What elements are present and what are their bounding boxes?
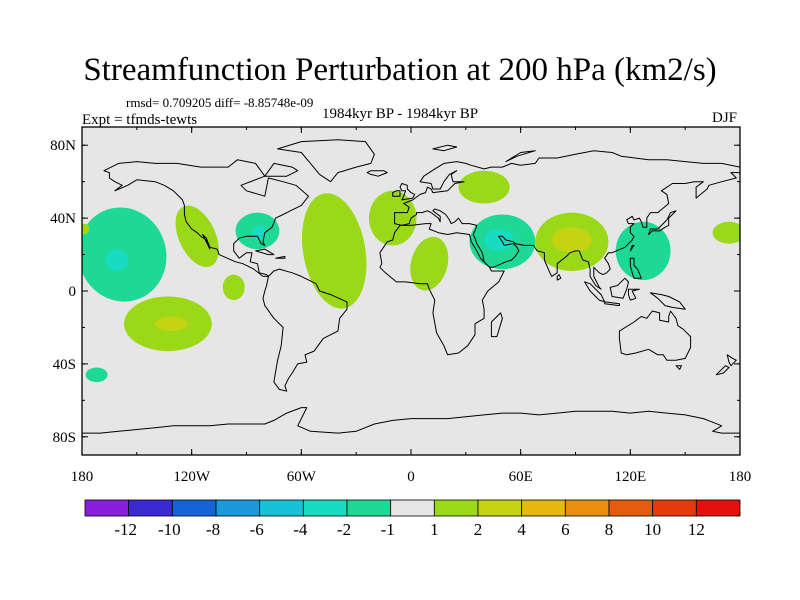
colorbar-swatch bbox=[521, 499, 566, 517]
coast-new-zealand-south bbox=[715, 365, 730, 376]
colorbar-label: -12 bbox=[114, 520, 137, 539]
anomaly-middle-east-core bbox=[484, 229, 514, 251]
lon-tick-label: 180 bbox=[729, 469, 752, 485]
colorbar-swatch bbox=[433, 499, 479, 517]
colorbar-label: 8 bbox=[605, 520, 614, 539]
anomaly-russia-positive bbox=[458, 170, 510, 204]
colorbar-label: 10 bbox=[644, 520, 661, 539]
lat-tick-label: 80N bbox=[50, 138, 76, 154]
lon-tick-label: 180 bbox=[71, 469, 94, 485]
colorbar-swatch bbox=[652, 499, 697, 517]
lon-tick-label: 120E bbox=[614, 469, 646, 485]
colorbar-swatch bbox=[215, 499, 261, 517]
colorbar-swatch bbox=[84, 499, 130, 517]
colorbar-swatch bbox=[608, 499, 654, 517]
lon-tick-label: 120W bbox=[173, 469, 211, 485]
coast-borneo bbox=[609, 277, 629, 299]
coast-africa bbox=[379, 223, 505, 356]
coast-iceland bbox=[366, 170, 388, 177]
subtitle: 1984kyr BP - 1984kyr BP bbox=[322, 106, 479, 122]
colorbar-label: 6 bbox=[561, 520, 570, 539]
coast-sulawesi bbox=[628, 288, 640, 301]
coast-south-america bbox=[262, 268, 348, 392]
coast-tasmania bbox=[675, 365, 682, 370]
lat-tick-label: 0 bbox=[69, 284, 77, 300]
coast-cuba bbox=[255, 248, 275, 256]
lon-tick-label: 0 bbox=[407, 469, 415, 485]
colorbar-swatch bbox=[695, 499, 741, 517]
coast-svalbard bbox=[432, 144, 458, 152]
colorbar-label: -6 bbox=[250, 520, 264, 539]
coast-greenland bbox=[277, 139, 375, 183]
colorbar-label: 2 bbox=[474, 520, 483, 539]
map-background bbox=[82, 127, 740, 455]
coastline-layer bbox=[82, 139, 740, 434]
colorbar-swatch bbox=[128, 499, 173, 517]
colorbar-label: -4 bbox=[293, 520, 308, 539]
anomaly-southern-ocean-negative bbox=[85, 367, 108, 383]
anomaly-mexico-positive bbox=[222, 274, 245, 301]
map-plot: 80N 40N 0 40S 80S 180 120W 60W 0 60E 120E 180 bbox=[50, 126, 751, 485]
anomaly-east-asia-negative bbox=[615, 221, 671, 281]
anomaly-west-edge-positive bbox=[82, 223, 90, 235]
colorbar: -12 -10 -8 -6 -4 -2 -1 1 2 4 6 8 10 12 bbox=[84, 499, 741, 539]
coast-baffin-island bbox=[264, 162, 299, 177]
season-label: DJF bbox=[712, 110, 738, 126]
coast-new-zealand-north bbox=[726, 354, 737, 367]
coast-hispaniola bbox=[275, 255, 286, 259]
page-title: Streamfunction Perturbation at 200 hPa (… bbox=[83, 52, 717, 88]
colorbar-label: -2 bbox=[337, 520, 351, 539]
lat-tick-label: 40S bbox=[53, 357, 76, 373]
anomaly-dateline-positive bbox=[712, 221, 740, 244]
colorbar-swatch bbox=[259, 499, 304, 517]
coast-sri-lanka bbox=[556, 274, 562, 281]
coast-australia bbox=[618, 310, 692, 361]
stats-text: rmsd= 0.709205 diff= -8.85748e-09 bbox=[126, 95, 314, 110]
coast-philippines bbox=[629, 257, 642, 279]
lat-tick-label: 40N bbox=[50, 211, 76, 227]
coast-antarctica-coast bbox=[82, 407, 740, 434]
lon-tick-label: 60W bbox=[287, 469, 317, 485]
coast-novaya-zemlya bbox=[505, 150, 536, 163]
coast-ireland bbox=[392, 190, 401, 197]
coast-eurasia bbox=[394, 150, 740, 290]
colorbar-label: 1 bbox=[430, 520, 439, 539]
colorbar-swatch bbox=[171, 499, 217, 517]
coast-japan bbox=[648, 210, 677, 235]
anomaly-mid-atlantic-positive bbox=[302, 193, 367, 309]
colorbar-swatch bbox=[477, 499, 523, 517]
coast-north-america bbox=[103, 159, 310, 277]
axis-ticks: 80N 40N 0 40S 80S 180 120W 60W 0 60E 120E 180 bbox=[50, 127, 751, 485]
colorbar-swatch bbox=[390, 499, 435, 517]
colorbar-label: -10 bbox=[158, 520, 181, 539]
anomaly-north-pacific-core bbox=[105, 249, 128, 271]
experiment-label: Expt = tfmds-tewts bbox=[82, 112, 198, 128]
colorbar-label: -8 bbox=[206, 520, 220, 539]
anomaly-tibet-core bbox=[551, 227, 592, 253]
coast-new-guinea bbox=[649, 292, 686, 310]
colorbar-label: 4 bbox=[517, 520, 526, 539]
lon-tick-label: 60E bbox=[509, 469, 533, 485]
anomaly-south-pacific-core bbox=[155, 316, 189, 332]
coast-madagascar bbox=[490, 312, 503, 338]
coast-uk bbox=[399, 183, 416, 201]
coast-java bbox=[604, 301, 620, 307]
anomaly-north-africa-positive bbox=[410, 236, 449, 291]
colorbar-label: 12 bbox=[688, 520, 705, 539]
colorbar-swatch bbox=[346, 499, 392, 517]
coast-taiwan bbox=[629, 244, 635, 252]
lat-tick-label: 80S bbox=[53, 430, 76, 446]
colorbar-swatch bbox=[302, 499, 348, 517]
colorbar-label: -1 bbox=[381, 520, 395, 539]
colorbar-swatch bbox=[564, 499, 610, 517]
